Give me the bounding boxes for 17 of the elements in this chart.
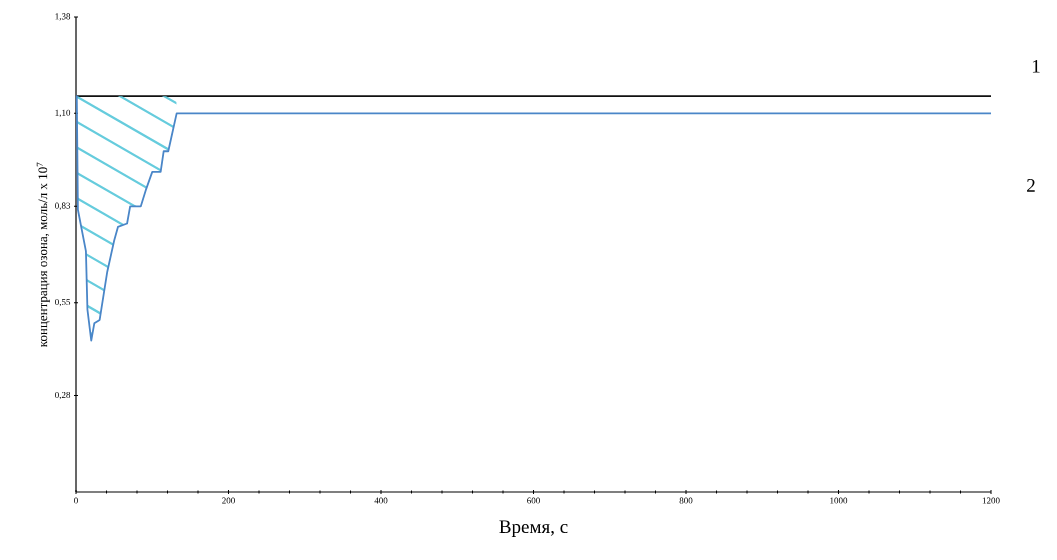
- x-tick-label: 0: [74, 497, 78, 504]
- y-tick-label: 1,10: [55, 109, 71, 118]
- line-series: [75, 95, 992, 342]
- x-tick-label: 600: [527, 497, 540, 504]
- x-tick-label: 800: [679, 497, 693, 504]
- text: 2: [1027, 179, 1035, 192]
- x-tick-label: 1200: [982, 497, 1000, 504]
- y-tick-label: 1,38: [55, 13, 71, 21]
- y-tick-label: 0,55: [55, 299, 71, 307]
- x-tick-label: 400: [374, 497, 388, 504]
- x-axis-title: Время, с: [499, 520, 568, 537]
- y-tick-label: 0,83: [55, 202, 71, 210]
- text: 1: [1032, 59, 1040, 73]
- y-axis-title: концентрация озона, моль/л x 10$^{7}$: [36, 162, 50, 347]
- y-tick-label: 0,28: [55, 391, 71, 400]
- x-tick-label: 1000: [830, 497, 848, 504]
- x-tick-label: 200: [222, 497, 235, 504]
